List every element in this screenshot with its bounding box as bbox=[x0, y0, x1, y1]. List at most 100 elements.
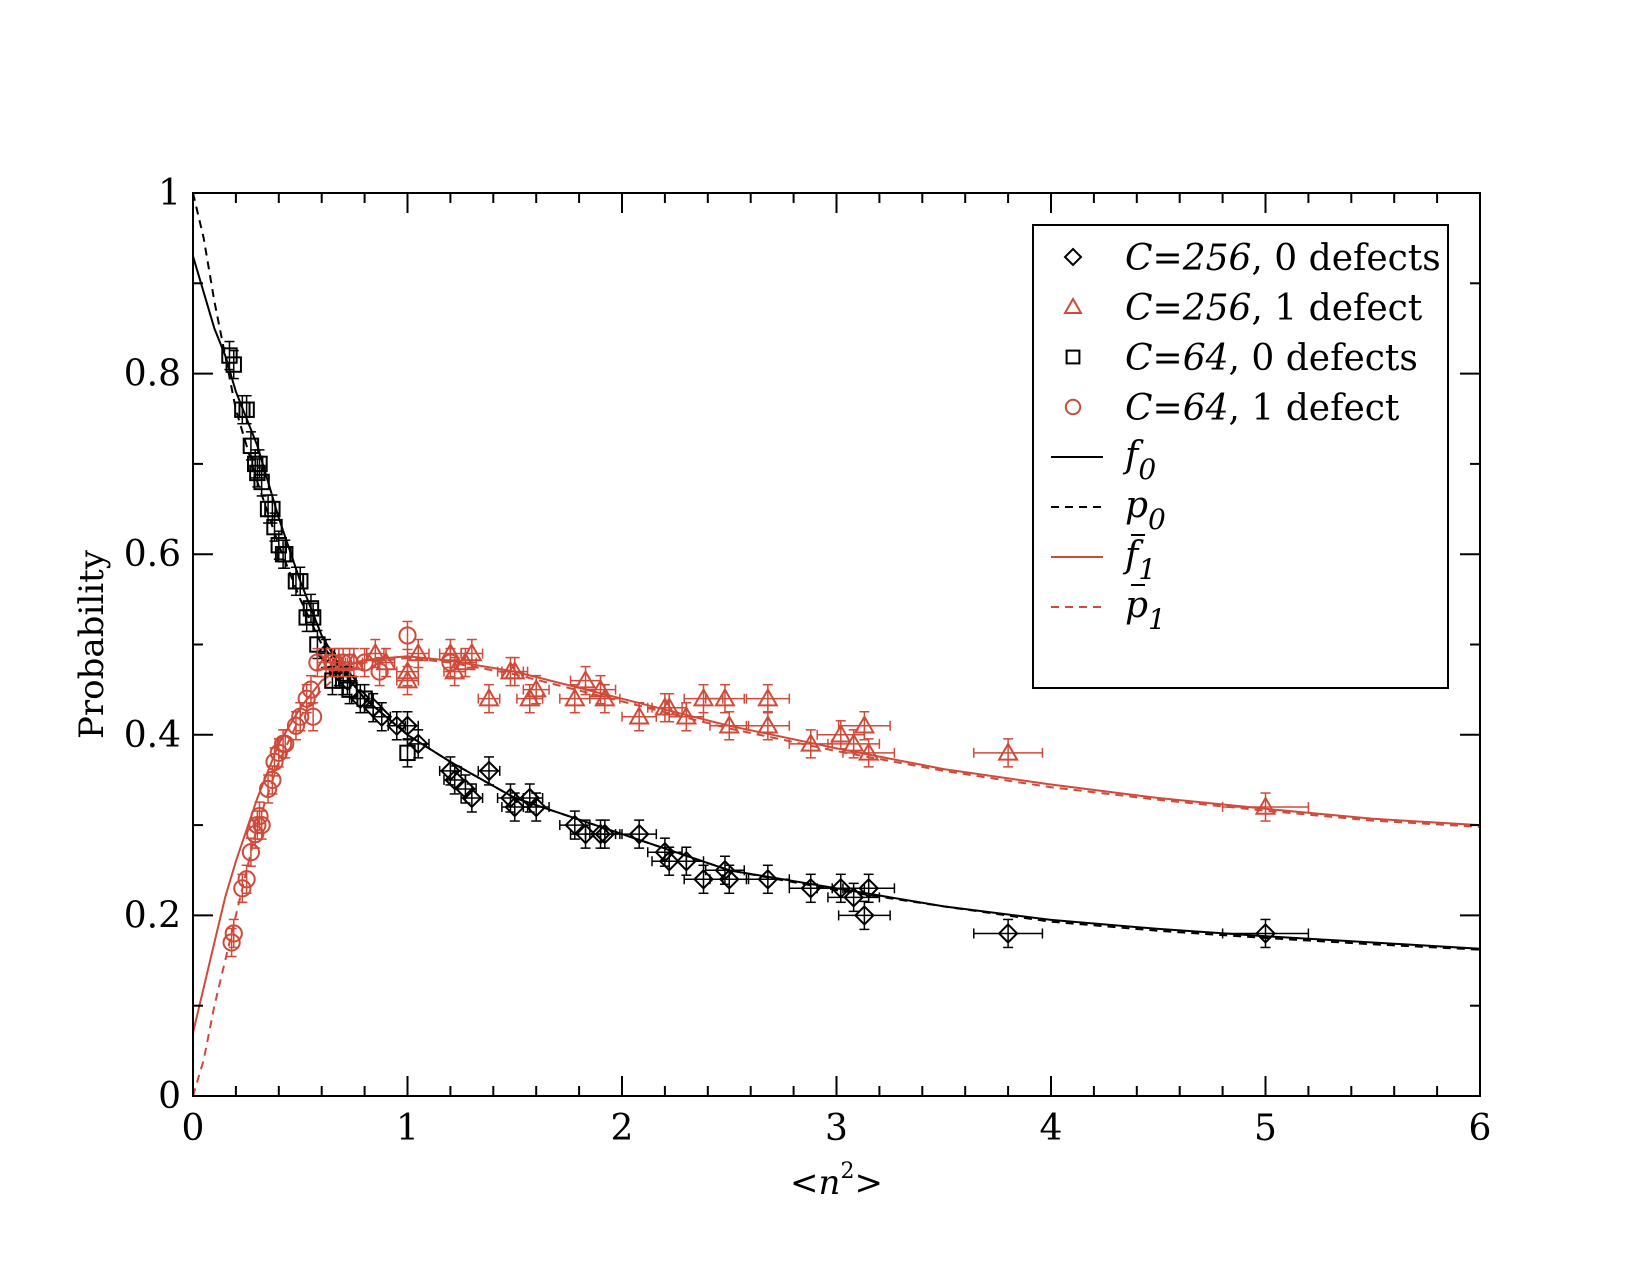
point-triangle bbox=[454, 651, 477, 671]
point-square bbox=[238, 401, 255, 418]
point-triangle bbox=[857, 741, 880, 761]
x-tick-label: 3 bbox=[825, 1108, 848, 1149]
x-axis-title-open: < bbox=[790, 1163, 819, 1203]
y-tick-label: 0.2 bbox=[124, 895, 181, 936]
point-circle bbox=[297, 689, 316, 708]
point-diamond bbox=[349, 688, 371, 710]
y-tick-label: 0 bbox=[158, 1076, 181, 1117]
point-square bbox=[356, 690, 373, 707]
point-diamond bbox=[525, 796, 547, 818]
x-tick-label: 6 bbox=[1469, 1108, 1492, 1149]
y-axis-title: Probability bbox=[72, 549, 112, 739]
point-circle bbox=[355, 653, 374, 672]
y-tick-label: 0.4 bbox=[124, 715, 181, 756]
point-diamond bbox=[337, 670, 358, 692]
point-square bbox=[249, 464, 266, 482]
legend-curve-name: p bbox=[1125, 485, 1148, 526]
point-triangle bbox=[375, 651, 397, 671]
x-tick-label: 4 bbox=[1040, 1108, 1063, 1149]
legend-curve-label: p1 bbox=[1125, 585, 1166, 636]
point-circle bbox=[370, 662, 389, 681]
legend-curve-sub: 0 bbox=[1148, 503, 1166, 536]
point-diamond bbox=[371, 706, 393, 728]
legend-label-rest: , 0 defects bbox=[1229, 338, 1418, 379]
x-axis-title-close: > bbox=[854, 1163, 883, 1203]
point-triangle bbox=[997, 741, 1019, 761]
point-circle bbox=[263, 770, 282, 790]
y-tick-label: 0.8 bbox=[124, 354, 181, 395]
point-diamond bbox=[575, 823, 596, 845]
point-circle bbox=[304, 707, 323, 726]
point-diamond bbox=[997, 923, 1019, 944]
legend-curve-sub: 1 bbox=[1148, 603, 1166, 636]
point-circle bbox=[340, 653, 359, 672]
point-circle bbox=[291, 707, 310, 726]
legend-label-c: C=256 bbox=[1125, 238, 1251, 279]
legend-marker-circle bbox=[1064, 398, 1082, 416]
point-diamond bbox=[397, 715, 418, 737]
x-axis-title-var: n bbox=[819, 1163, 841, 1203]
legend-label-c: C=256 bbox=[1125, 288, 1251, 329]
x-tick-label: 0 bbox=[182, 1108, 205, 1149]
y-tick-label: 0.6 bbox=[124, 534, 181, 575]
legend-label-c: C=64 bbox=[1125, 338, 1229, 379]
point-triangle bbox=[842, 732, 865, 752]
point-circle bbox=[334, 653, 353, 672]
point-circle bbox=[252, 816, 271, 835]
point-circle bbox=[269, 743, 288, 762]
legend-label: C=64, 1 defect bbox=[1125, 388, 1400, 429]
point-circle bbox=[233, 879, 252, 898]
legend-curve-sub: 0 bbox=[1138, 453, 1156, 486]
legend-curve-label: p0 bbox=[1125, 485, 1166, 536]
point-circle bbox=[308, 653, 327, 672]
curve-p-0 bbox=[192, 192, 1481, 951]
point-circle bbox=[301, 680, 321, 699]
legend-label-rest: , 1 defect bbox=[1229, 388, 1400, 429]
point-triangle bbox=[594, 687, 616, 707]
point-diamond bbox=[478, 760, 500, 782]
legend-marker-diamond bbox=[1063, 247, 1083, 267]
point-triangle bbox=[478, 687, 500, 707]
point-triangle bbox=[714, 687, 736, 707]
legend-label-rest: , 1 defect bbox=[1251, 288, 1422, 329]
point-triangle bbox=[675, 705, 698, 725]
point-circle bbox=[398, 626, 417, 645]
x-axis-title-sup: 2 bbox=[840, 1159, 854, 1184]
point-square bbox=[277, 546, 294, 563]
point-circle bbox=[222, 933, 241, 952]
point-triangle bbox=[757, 714, 779, 734]
point-diamond bbox=[658, 850, 680, 872]
x-tick-label: 5 bbox=[1254, 1108, 1277, 1149]
point-triangle bbox=[564, 687, 586, 707]
point-circle bbox=[441, 653, 460, 672]
point-diamond bbox=[461, 787, 483, 809]
legend-label: C=64, 0 defects bbox=[1125, 338, 1418, 379]
axis-ticks bbox=[192, 192, 1481, 1097]
point-triangle bbox=[504, 660, 526, 680]
point-diamond bbox=[858, 877, 880, 899]
point-circle bbox=[237, 870, 256, 889]
point-diamond bbox=[1255, 923, 1276, 944]
legend-label-c: C=64 bbox=[1125, 388, 1229, 429]
point-diamond bbox=[594, 823, 616, 845]
point-triangle bbox=[525, 678, 547, 698]
point-triangle bbox=[692, 687, 715, 707]
point-triangle bbox=[718, 714, 740, 734]
point-triangle bbox=[853, 714, 876, 734]
point-diamond bbox=[718, 868, 740, 890]
point-diamond bbox=[675, 850, 697, 872]
point-triangle bbox=[519, 687, 541, 707]
point-square bbox=[399, 744, 416, 762]
legend-marker-square bbox=[1065, 349, 1081, 365]
point-triangle bbox=[364, 642, 387, 662]
point-square bbox=[264, 500, 281, 518]
point-circle bbox=[276, 734, 295, 753]
point-diamond bbox=[504, 796, 526, 818]
data-points bbox=[221, 340, 1310, 958]
point-diamond bbox=[628, 823, 650, 845]
point-circle bbox=[241, 843, 261, 862]
point-circle bbox=[248, 816, 267, 835]
